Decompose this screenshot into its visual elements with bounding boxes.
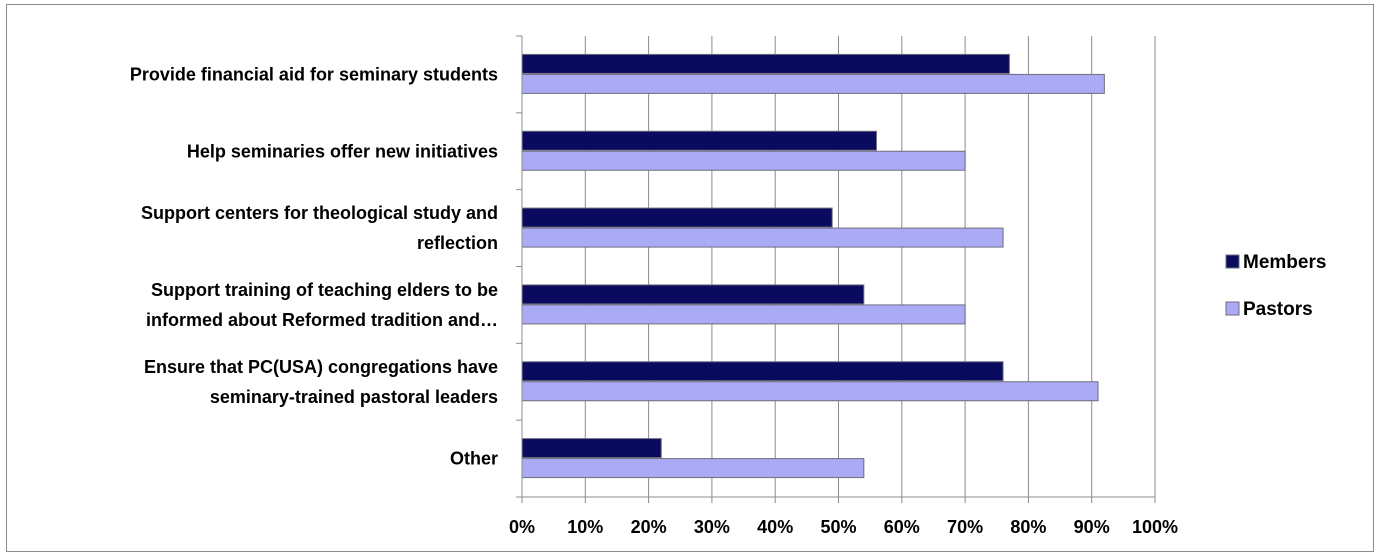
category-label-line: Help seminaries offer new initiatives xyxy=(187,141,498,161)
category-label-line: Support centers for theological study an… xyxy=(141,203,498,223)
category-label: Provide financial aid for seminary stude… xyxy=(130,64,498,84)
category-label-line: Other xyxy=(450,449,498,469)
x-tick-label: 90% xyxy=(1074,517,1110,537)
bar-members xyxy=(521,53,1010,74)
x-tick-label: 10% xyxy=(567,517,603,537)
x-tick-label: 100% xyxy=(1132,517,1178,537)
legend-label-pastors: Pastors xyxy=(1243,299,1313,320)
category-label-line: Ensure that PC(USA) congregations have xyxy=(144,357,498,377)
x-tick-label: 0% xyxy=(509,517,535,537)
bar-members xyxy=(521,130,877,151)
category-label: Support centers for theological study an… xyxy=(141,203,498,253)
x-tick-label: 60% xyxy=(884,517,920,537)
axes xyxy=(516,35,1156,503)
x-tick-label: 20% xyxy=(631,517,667,537)
category-label-line: Support training of teaching elders to b… xyxy=(151,280,498,300)
bar-pastors xyxy=(521,73,1105,94)
x-tick-label: 80% xyxy=(1010,517,1046,537)
bars xyxy=(521,53,1105,479)
bar-pastors xyxy=(521,458,865,479)
x-tick-label: 70% xyxy=(947,517,983,537)
category-label: Help seminaries offer new initiatives xyxy=(187,141,498,161)
legend-label-members: Members xyxy=(1243,252,1326,273)
bar-pastors xyxy=(521,227,1004,248)
bar-members xyxy=(521,361,1004,382)
bar-pastors xyxy=(521,304,966,325)
x-tick-label: 50% xyxy=(820,517,856,537)
x-tick-label: 30% xyxy=(694,517,730,537)
bar-members xyxy=(521,207,833,228)
bar-members xyxy=(521,284,865,305)
category-label: Other xyxy=(450,449,498,469)
x-tick-label: 40% xyxy=(757,517,793,537)
category-label-line: reflection xyxy=(417,233,498,253)
bar-pastors xyxy=(521,150,966,171)
category-label-line: Provide financial aid for seminary stude… xyxy=(130,64,498,84)
legend-swatch-pastors xyxy=(1225,301,1240,316)
category-label-line: informed about Reformed tradition and… xyxy=(146,310,498,330)
legend: Members Pastors xyxy=(1225,252,1326,320)
gridlines xyxy=(584,36,1156,497)
legend-swatch-members xyxy=(1225,254,1240,269)
category-label-line: seminary-trained pastoral leaders xyxy=(210,387,498,407)
category-label: Ensure that PC(USA) congregations have se… xyxy=(144,357,498,407)
bar-members xyxy=(521,438,662,459)
bar-pastors xyxy=(521,381,1099,402)
category-labels: Provide financial aid for seminary stude… xyxy=(130,64,498,468)
x-tick-labels: 0% 10% 20% 30% 40% 50% 60% 70% 80% 90% 100% xyxy=(509,517,1178,537)
category-label: Support training of teaching elders to b… xyxy=(146,280,498,330)
